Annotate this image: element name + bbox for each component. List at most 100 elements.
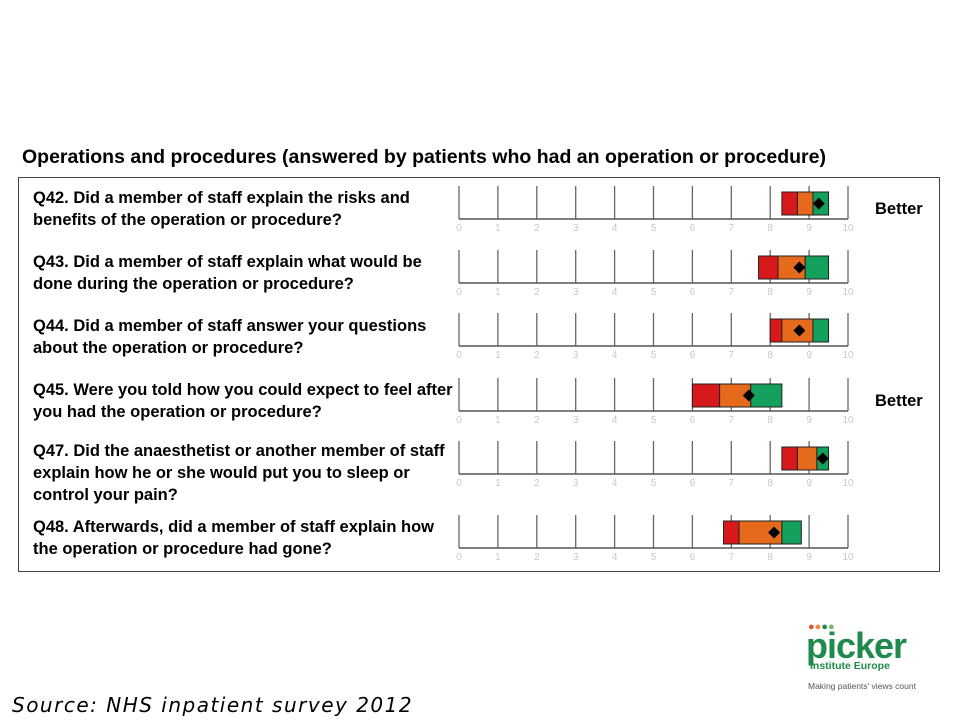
tick-label: 8 xyxy=(767,415,773,426)
tick-label: 10 xyxy=(842,552,854,563)
question-label: Q44. Did a member of staff answer your q… xyxy=(33,317,427,357)
tick-label: 0 xyxy=(456,478,462,489)
green-band xyxy=(781,520,802,545)
tick-label: 2 xyxy=(534,223,540,234)
tick-label: 2 xyxy=(534,415,540,426)
question-label: Q42. Did a member of staff explain the r… xyxy=(33,189,410,229)
better-flag: Better xyxy=(875,392,923,410)
tick-label: 2 xyxy=(534,287,540,298)
red-band xyxy=(758,255,779,280)
tick-label: 5 xyxy=(651,415,657,426)
logo-word: picker xyxy=(806,625,907,666)
score-marker xyxy=(812,197,825,210)
tick-label: 0 xyxy=(456,415,462,426)
tick-label: 9 xyxy=(806,478,812,489)
tick-label: 6 xyxy=(690,478,696,489)
tick-label: 6 xyxy=(690,223,696,234)
picker-logo: ●●●● picker Institute Europe Making pati… xyxy=(806,622,926,692)
question-label: Q48. Afterwards, did a member of staff e… xyxy=(33,518,434,558)
chart-title: Operations and procedures (answered by p… xyxy=(22,146,826,168)
tick-label: 10 xyxy=(842,223,854,234)
tick-label: 9 xyxy=(806,223,812,234)
red-band xyxy=(769,318,783,343)
tick-label: 3 xyxy=(573,287,579,298)
orange-band xyxy=(796,446,818,471)
logo-dots-icon: ●●●● xyxy=(808,621,835,633)
score-marker xyxy=(742,389,755,402)
question-label: Q47. Did the anaesthetist or another mem… xyxy=(33,442,445,504)
tick-label: 1 xyxy=(495,478,501,489)
score-marker xyxy=(768,526,781,539)
tick-label: 5 xyxy=(651,287,657,298)
tick-label: 0 xyxy=(456,223,462,234)
tick-label: 7 xyxy=(729,223,735,234)
better-flag: Better xyxy=(875,200,923,218)
tick-label: 8 xyxy=(767,350,773,361)
tick-label: 7 xyxy=(729,287,735,298)
tick-label: 4 xyxy=(612,223,618,234)
tick-label: 5 xyxy=(651,223,657,234)
tick-label: 10 xyxy=(842,415,854,426)
tick-label: 3 xyxy=(573,478,579,489)
tick-label: 9 xyxy=(806,287,812,298)
tick-label: 3 xyxy=(573,552,579,563)
tick-label: 10 xyxy=(842,478,854,489)
score-marker xyxy=(793,261,806,274)
red-band xyxy=(781,446,798,471)
tick-label: 9 xyxy=(806,552,812,563)
tick-label: 1 xyxy=(495,350,501,361)
question-label: Q43. Did a member of staff explain what … xyxy=(33,253,422,293)
tick-label: 0 xyxy=(456,350,462,361)
tick-label: 0 xyxy=(456,287,462,298)
tick-label: 5 xyxy=(651,478,657,489)
tick-label: 3 xyxy=(573,415,579,426)
tick-label: 2 xyxy=(534,350,540,361)
tick-label: 4 xyxy=(612,287,618,298)
chart-panel xyxy=(18,177,940,572)
source-note: Source: NHS inpatient survey 2012 xyxy=(12,693,414,717)
tick-label: 3 xyxy=(573,350,579,361)
tick-label: 2 xyxy=(534,552,540,563)
tick-label: 4 xyxy=(612,415,618,426)
orange-band xyxy=(796,191,814,216)
tick-label: 10 xyxy=(842,350,854,361)
tick-label: 1 xyxy=(495,287,501,298)
tick-label: 3 xyxy=(573,223,579,234)
green-band xyxy=(750,383,783,408)
tick-label: 4 xyxy=(612,552,618,563)
score-marker xyxy=(816,452,829,465)
score-marker xyxy=(793,324,806,337)
tick-label: 9 xyxy=(806,415,812,426)
tick-label: 8 xyxy=(767,287,773,298)
tick-label: 5 xyxy=(651,552,657,563)
tick-label: 8 xyxy=(767,223,773,234)
tick-label: 7 xyxy=(729,478,735,489)
tick-label: 6 xyxy=(690,552,696,563)
green-band xyxy=(804,255,830,280)
logo-subtitle: Institute Europe xyxy=(810,660,890,672)
tick-label: 7 xyxy=(729,415,735,426)
tick-label: 8 xyxy=(767,478,773,489)
tick-label: 4 xyxy=(612,350,618,361)
tick-label: 8 xyxy=(767,552,773,563)
tick-label: 6 xyxy=(690,415,696,426)
tick-label: 6 xyxy=(690,287,696,298)
tick-label: 1 xyxy=(495,223,501,234)
tick-label: 6 xyxy=(690,350,696,361)
tick-label: 7 xyxy=(729,552,735,563)
tick-label: 5 xyxy=(651,350,657,361)
tick-label: 1 xyxy=(495,552,501,563)
tick-label: 2 xyxy=(534,478,540,489)
green-band xyxy=(812,318,830,343)
red-band xyxy=(691,383,721,408)
tick-label: 1 xyxy=(495,415,501,426)
tick-label: 9 xyxy=(806,350,812,361)
tick-label: 7 xyxy=(729,350,735,361)
tick-label: 10 xyxy=(842,287,854,298)
red-band xyxy=(781,191,798,216)
tick-label: 0 xyxy=(456,552,462,563)
red-band xyxy=(723,520,740,545)
question-label: Q45. Were you told how you could expect … xyxy=(33,381,453,421)
tick-label: 4 xyxy=(612,478,618,489)
